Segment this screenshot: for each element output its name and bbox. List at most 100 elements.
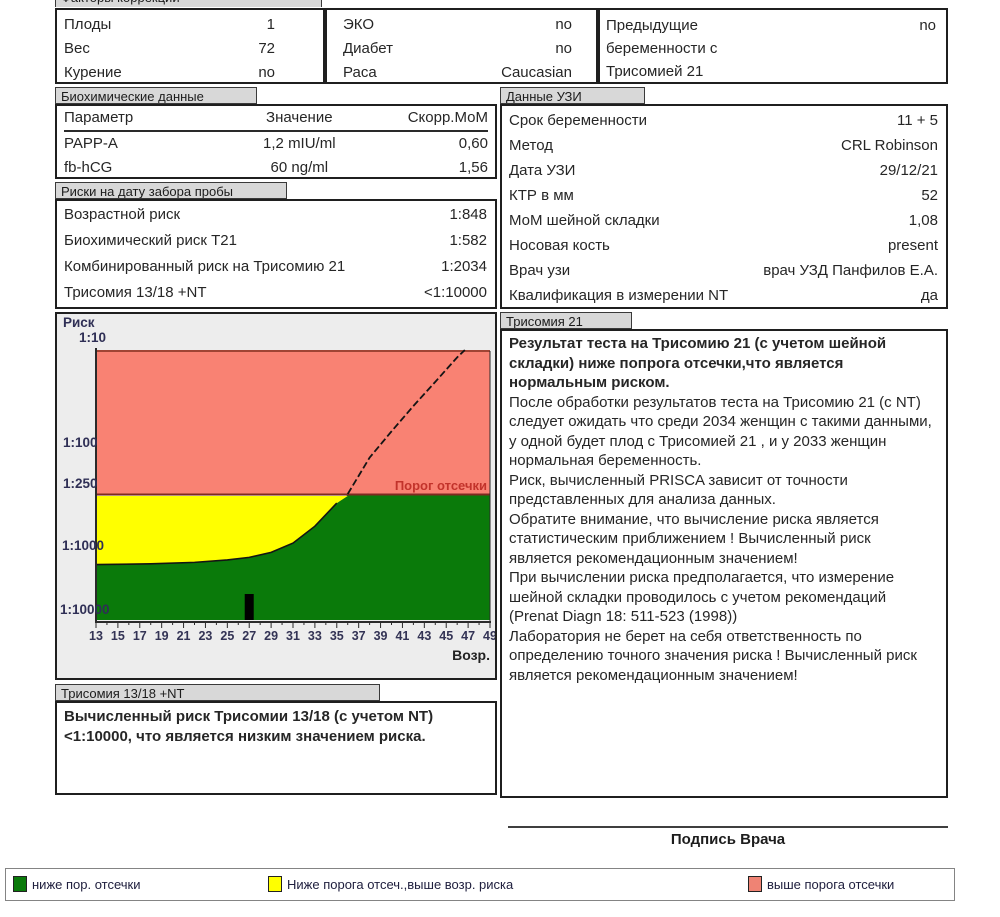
trisomy21-paragraph: После обработки результатов теста на Три… [509, 393, 932, 470]
trisomy21-box: Результат теста на Трисомию 21 (с учетом… [500, 329, 948, 798]
chart-legend: ниже пор. отсечки Ниже порога отсеч.,выш… [5, 868, 955, 901]
legend-color-swatch [268, 876, 282, 892]
x-tick-label: 45 [439, 629, 453, 643]
ultrasound-label: Срок беременности [509, 112, 648, 129]
age-risk-curve-solid [95, 502, 338, 566]
chart-title: Риск [63, 315, 95, 330]
trisomy1318-section-header: Трисомия 13/18 +NT [55, 684, 380, 701]
legend-color-swatch [13, 876, 27, 892]
ultrasound-row: Врач узи врач УЗД Панфилов Е.А. [502, 258, 946, 283]
ultrasound-row: Носовая кость present [502, 233, 946, 258]
factor-row: Плоды 1 [64, 13, 275, 37]
ultrasound-value: 11 + 5 [896, 112, 938, 129]
factor-value: 72 [258, 40, 275, 57]
x-tick-label: 19 [155, 629, 169, 643]
ultrasound-row: Метод CRL Robinson [502, 133, 946, 158]
factor-row: Вес 72 [64, 37, 275, 61]
trisomy21-paragraph: Обратите внимание, что вычисление риска … [509, 510, 879, 567]
region-between-threshold-and-age-risk [96, 496, 348, 565]
ultrasound-label: Квалификация в измерении NT [509, 287, 729, 304]
factor-label: Курение [64, 64, 122, 81]
x-tick-label: 33 [308, 629, 322, 643]
ultrasound-box: Срок беременности 11 + 5 Метод CRL Robinson… [500, 104, 948, 309]
risk-row: Биохимический риск Т21 1:582 [57, 228, 495, 254]
risk-chart-panel: 13 15 17 19 21 23 25 27 29 31 33 35 37 39 41 43 45 47 49 Во… [55, 312, 497, 680]
factors-box-2: ЭКО no Диабет no Раса Caucasian [325, 8, 598, 84]
risk-value: 1:2034 [441, 258, 487, 275]
signature-label: Подпись Врача [670, 831, 786, 848]
previous-pregnancies-value: no [919, 17, 936, 34]
ultrasound-label: Носовая кость [509, 237, 610, 254]
factor-label: Вес [64, 40, 90, 57]
x-axis-label: Возр. [452, 647, 490, 663]
region-below-age-risk [96, 495, 490, 620]
factor-label: Раса [343, 64, 377, 81]
ultrasound-row: МоМ шейной складки 1,08 [502, 208, 946, 233]
y-tick-label: 1:10 [79, 330, 106, 345]
biochem-cell: fb-hCG [64, 159, 113, 176]
biochem-section-header: Биохимические данные [55, 87, 257, 104]
risk-value: 1:848 [449, 206, 487, 223]
biochem-column-header: Параметр [64, 106, 234, 132]
factor-label: Диабет [343, 40, 394, 57]
ultrasound-value: present [887, 237, 938, 254]
ultrasound-row: Дата УЗИ 29/12/21 [502, 158, 946, 183]
ultrasound-value: врач УЗД Панфилов Е.А. [763, 262, 938, 279]
factor-value: no [258, 64, 275, 81]
biochem-cell: 1,2 mIU/ml [263, 135, 336, 152]
x-tick-label: 31 [286, 629, 300, 643]
factor-row: ЭКО no [343, 13, 572, 37]
x-tick-label: 41 [395, 629, 409, 643]
legend-label: выше порога отсечки [767, 877, 895, 892]
y-tick-label: 1:100 [63, 435, 98, 450]
ultrasound-label: МоМ шейной складки [509, 212, 660, 229]
trisomy1318-result-text: Вычисленный риск Трисомии 13/18 (с учето… [64, 708, 434, 745]
factors-box-1: Плоды 1 Вес 72 Курение no [55, 8, 325, 84]
risks-box: Возрастной риск 1:848 Биохимический риск Т… [55, 199, 497, 309]
legend-label: Ниже порога отсеч.,выше возр. риска [287, 877, 514, 892]
risks-section-header: Риски на дату забора пробы [55, 182, 287, 199]
x-tick-label: 21 [177, 629, 191, 643]
x-tick-label: 25 [220, 629, 234, 643]
y-tick-label: 1:250 [63, 476, 98, 491]
ultrasound-row: Срок беременности 11 + 5 [502, 108, 946, 133]
trisomy21-paragraph: Риск, вычисленный PRISCA зависит от точн… [509, 471, 848, 509]
factor-value: no [555, 16, 572, 33]
correction-factors-title: Факторы коррекции [61, 0, 180, 5]
ultrasound-value: 52 [921, 187, 938, 204]
signature-line [508, 826, 948, 828]
biochem-column-header: Значение [233, 106, 366, 132]
x-tick-label: 17 [133, 629, 147, 643]
risk-row: Возрастной риск 1:848 [57, 202, 495, 228]
ultrasound-section-header: Данные УЗИ [500, 87, 645, 104]
y-tick-label: 1:1000 [62, 538, 104, 553]
factor-value: 1 [266, 16, 275, 33]
x-tick-label: 35 [330, 629, 344, 643]
x-tick-label: 39 [374, 629, 388, 643]
ultrasound-label: КТР в мм [509, 187, 574, 204]
ultrasound-label: Метод [509, 137, 553, 154]
correction-factors-clipped-header: Факторы коррекции [55, 0, 322, 7]
ultrasound-label: Дата УЗИ [509, 162, 576, 179]
ultrasound-label: Врач узи [509, 262, 571, 279]
risk-chart: 13 15 17 19 21 23 25 27 29 31 33 35 37 39 41 43 45 47 49 Во… [60, 315, 497, 663]
trisomy21-paragraph: Лаборатория не берет на себя ответственн… [509, 627, 917, 684]
x-tick-label: 27 [242, 629, 256, 643]
biochem-box: Параметр Значение Скорр.МоМ PAPP-A 1,2 mIU/m… [55, 104, 497, 179]
biochem-cell: PAPP-A [64, 135, 118, 152]
x-tick-label: 23 [198, 629, 212, 643]
factors-box-3: Предыдущие беременности с Трисомией 21 n… [598, 8, 948, 84]
factor-row: Диабет no [343, 37, 572, 61]
ultrasound-value: 1,08 [908, 212, 938, 229]
x-tick-label: 15 [111, 629, 125, 643]
risk-label: Биохимический риск Т21 [64, 232, 237, 249]
x-tick-label: 47 [461, 629, 475, 643]
biochem-cell: 0,60 [458, 135, 488, 152]
risk-row: Комбинированный риск на Трисомию 21 1:203… [57, 254, 495, 280]
x-tick-label: 29 [264, 629, 278, 643]
trisomy21-result-text: Результат теста на Трисомию 21 (с учетом… [509, 335, 887, 391]
ultrasound-value: да [920, 287, 938, 304]
risk-value: 1:582 [449, 232, 487, 249]
x-tick-label: 49 [483, 629, 495, 643]
